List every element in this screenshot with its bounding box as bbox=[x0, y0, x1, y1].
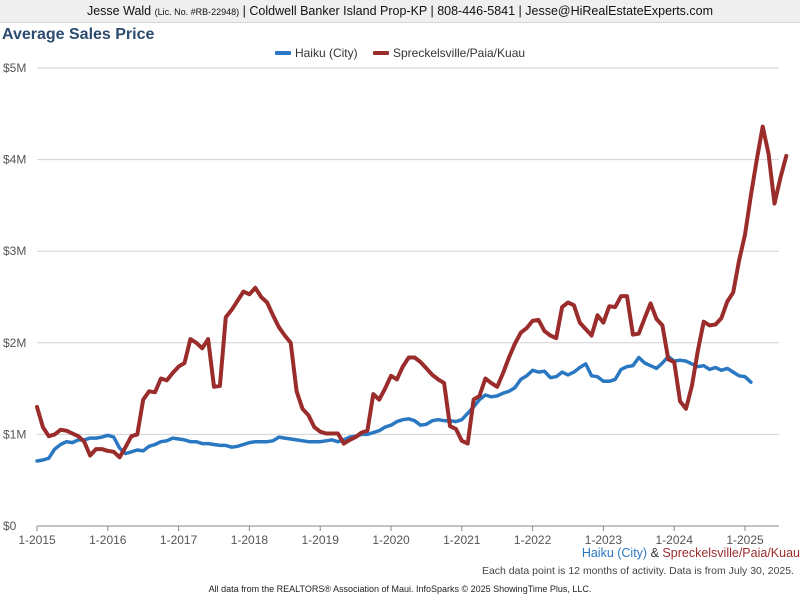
x-tick-label: 1-2025 bbox=[726, 533, 764, 547]
caption-ampersand: & bbox=[650, 546, 659, 560]
legend-swatch-spreckelsville bbox=[372, 50, 389, 55]
license-number: (Lic. No. #RB-22948) bbox=[154, 7, 240, 17]
y-tick-label: $0 bbox=[3, 519, 17, 533]
x-tick-label: 1-2021 bbox=[443, 533, 481, 547]
legend-item-spreckelsville: Spreckelsville/Paia/Kuau bbox=[372, 46, 526, 60]
x-tick-label: 1-2022 bbox=[514, 533, 552, 547]
chart-title: Average Sales Price bbox=[2, 26, 155, 43]
series-line-spreckelsville bbox=[35, 124, 789, 460]
caption-haiku: Haiku (City) bbox=[581, 546, 648, 560]
legend-item-haiku: Haiku (City) bbox=[274, 46, 358, 60]
series-line-haiku bbox=[35, 354, 753, 463]
y-tick-label: $2M bbox=[3, 336, 26, 350]
caption-spreckelsville: Spreckelsville/Paia/Kuau bbox=[662, 546, 800, 560]
contact-info: | Coldwell Banker Island Prop-KP | 808-4… bbox=[242, 4, 713, 18]
y-tick-label: $4M bbox=[3, 153, 26, 167]
legend-label-spreckelsville: Spreckelsville/Paia/Kuau bbox=[392, 46, 526, 60]
legend-label-haiku: Haiku (City) bbox=[294, 46, 358, 60]
series-caption: Haiku (City) & Spreckelsville/Paia/Kuau bbox=[582, 546, 800, 560]
y-tick-label: $1M bbox=[3, 427, 26, 441]
x-tick-label: 1-2024 bbox=[656, 533, 694, 547]
data-source: All data from the REALTORS® Association … bbox=[208, 584, 592, 594]
x-tick-label: 1-2019 bbox=[302, 533, 340, 547]
header-bar: Jesse Wald (Lic. No. #RB-22948) | Coldwe… bbox=[0, 0, 800, 23]
y-tick-label: $5M bbox=[3, 61, 26, 75]
agent-name: Jesse Wald bbox=[86, 4, 152, 18]
x-tick-label: 1-2017 bbox=[160, 533, 198, 547]
x-tick-label: 1-2020 bbox=[372, 533, 410, 547]
data-note: Each data point is 12 months of activity… bbox=[481, 565, 794, 577]
y-tick-label: $3M bbox=[3, 244, 26, 258]
x-tick-label: 1-2023 bbox=[585, 533, 623, 547]
x-tick-label: 1-2015 bbox=[18, 533, 56, 547]
legend: Haiku (City) Spreckelsville/Paia/Kuau bbox=[0, 46, 800, 60]
x-tick-label: 1-2018 bbox=[231, 533, 269, 547]
legend-swatch-haiku bbox=[274, 50, 291, 55]
x-tick-label: 1-2016 bbox=[89, 533, 127, 547]
